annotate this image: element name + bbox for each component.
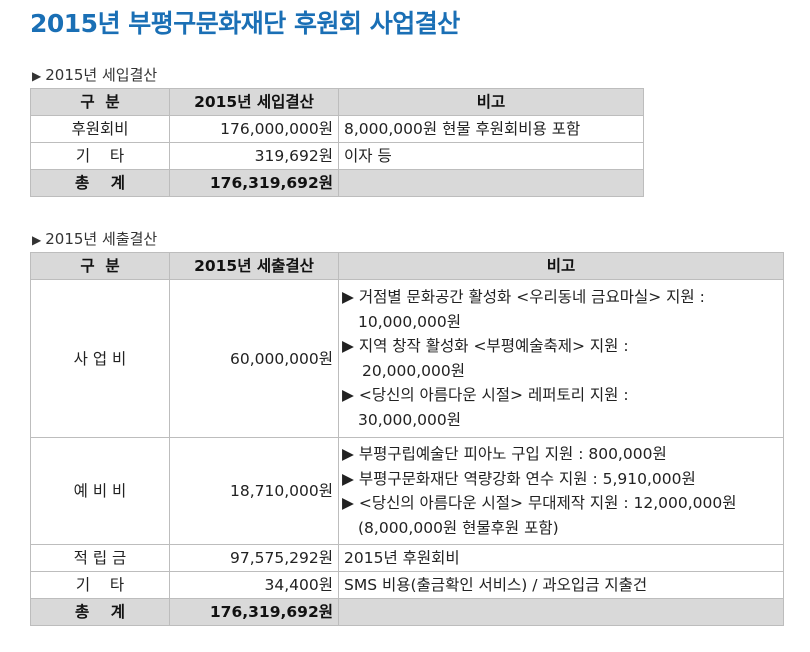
note-line: ▶ 부평구립예술단 피아노 구입 지원 : 800,000원: [342, 445, 667, 463]
income-row-note: 이자 등: [338, 142, 644, 170]
expense-total-amount: 176,319,692원: [169, 598, 339, 626]
page-title: 2015년 부평구문화재단 후원회 사업결산: [30, 9, 460, 38]
expense-row-amount: 34,400원: [169, 571, 339, 599]
table-row: 적 립 금 97,575,292원 2015년 후원회비: [30, 544, 784, 572]
note-line: 20,000,000원: [362, 361, 466, 380]
income-row-label: 후원회비: [30, 115, 170, 143]
income-section-heading: ▶ 2015년 세입결산: [32, 64, 157, 85]
table-row: 후원회비 176,000,000원 8,000,000원 현물 후원회비용 포함: [30, 115, 644, 143]
expense-heading-text: 2015년 세출결산: [45, 230, 158, 248]
note-line: (8,000,000원 현물후원 포함): [358, 518, 559, 537]
note-line: ▶ <당신의 아름다운 시절> 무대제작 지원 : 12,000,000원: [342, 494, 737, 512]
expense-business-label: 사 업 비: [30, 279, 170, 438]
expense-row-note: 2015년 후원회비: [338, 544, 784, 572]
income-heading-text: 2015년 세입결산: [45, 66, 158, 84]
expense-row-label: 기 타: [30, 571, 170, 599]
income-header-category: 구 분: [30, 88, 170, 116]
expense-total-row: 총 계 176,319,692원: [30, 598, 784, 626]
expense-header-category: 구 분: [30, 252, 170, 280]
income-total-row: 총 계 176,319,692원: [30, 169, 644, 197]
income-row-amount: 319,692원: [169, 142, 339, 170]
table-row: 기 타 319,692원 이자 등: [30, 142, 644, 170]
triangle-bullet-icon: ▶: [32, 233, 42, 247]
table-row: 기 타 34,400원 SMS 비용(출금확인 서비스) / 과오입금 지출건: [30, 571, 784, 599]
expense-header-amount: 2015년 세출결산: [169, 252, 339, 280]
expense-header-note: 비고: [338, 252, 784, 280]
expense-business-amount: 60,000,000원: [169, 279, 339, 438]
income-header-amount: 2015년 세입결산: [169, 88, 339, 116]
note-line: 30,000,000원: [358, 410, 462, 429]
expense-section-heading: ▶ 2015년 세출결산: [32, 228, 157, 249]
note-line: ▶ <당신의 아름다운 시절> 레퍼토리 지원 :: [342, 386, 629, 404]
income-total-label: 총 계: [30, 169, 170, 197]
note-line: 10,000,000원: [358, 312, 462, 331]
expense-row-note: SMS 비용(출금확인 서비스) / 과오입금 지출건: [338, 571, 784, 599]
note-line: ▶ 거점별 문화공간 활성화 <우리동네 금요마실> 지원 :: [342, 288, 705, 306]
income-total-note: [338, 169, 644, 197]
table-row: 사 업 비 60,000,000원 ▶ 거점별 문화공간 활성화 <우리동네 금…: [30, 279, 784, 438]
expense-business-notes: ▶ 거점별 문화공간 활성화 <우리동네 금요마실> 지원 : 10,000,0…: [338, 279, 784, 438]
income-row-amount: 176,000,000원: [169, 115, 339, 143]
income-row-label: 기 타: [30, 142, 170, 170]
note-line: ▶ 부평구문화재단 역량강화 연수 지원 : 5,910,000원: [342, 469, 696, 488]
income-header-note: 비고: [338, 88, 644, 116]
expense-row-amount: 97,575,292원: [169, 544, 339, 572]
income-header-row: 구 분 2015년 세입결산 비고: [30, 88, 644, 116]
expense-total-note: [338, 598, 784, 626]
note-line: ▶ 지역 창작 활성화 <부평예술축제> 지원 :: [342, 337, 629, 355]
triangle-bullet-icon: ▶: [32, 69, 42, 83]
expense-table: 구 분 2015년 세출결산 비고 사 업 비 60,000,000원 ▶ 거점…: [30, 252, 784, 626]
table-row: 예 비 비 18,710,000원 ▶ 부평구립예술단 피아노 구입 지원 : …: [30, 437, 784, 545]
expense-row-label: 적 립 금: [30, 544, 170, 572]
expense-reserve-amount: 18,710,000원: [169, 437, 339, 545]
income-row-note: 8,000,000원 현물 후원회비용 포함: [338, 115, 644, 143]
income-total-amount: 176,319,692원: [169, 169, 339, 197]
expense-reserve-label: 예 비 비: [30, 437, 170, 545]
expense-reserve-notes: ▶ 부평구립예술단 피아노 구입 지원 : 800,000원 ▶ 부평구문화재단…: [338, 437, 784, 545]
expense-total-label: 총 계: [30, 598, 170, 626]
income-table: 구 분 2015년 세입결산 비고 후원회비 176,000,000원 8,00…: [30, 88, 644, 197]
expense-header-row: 구 분 2015년 세출결산 비고: [30, 252, 784, 280]
